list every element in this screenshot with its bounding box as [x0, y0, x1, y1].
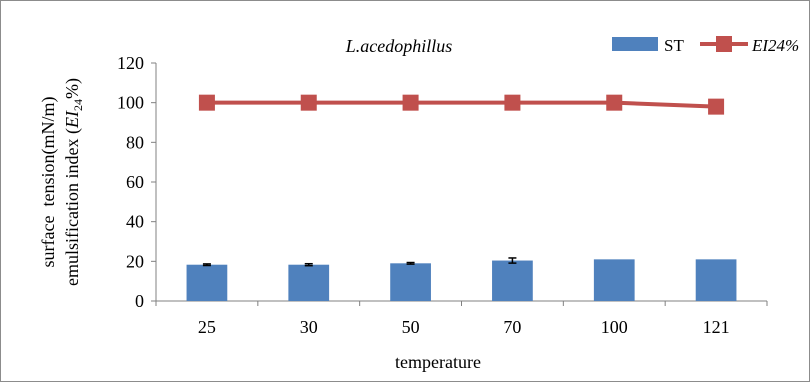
error-bars [202, 257, 517, 267]
x-tick-label: 100 [601, 317, 628, 337]
line-marker-ei24 [606, 94, 623, 111]
y-tick-label: 40 [126, 212, 144, 232]
x-tick-label: 50 [402, 317, 420, 337]
line-marker-ei24 [198, 94, 215, 111]
bar-st [390, 263, 431, 301]
legend-swatch-st [612, 37, 658, 51]
y-tick-label: 60 [126, 172, 144, 192]
y-tick-label: 20 [126, 251, 144, 271]
line-marker-ei24 [504, 94, 521, 111]
line-series [198, 94, 725, 115]
chart-title: L.acedophillus [345, 36, 453, 56]
bar-st [695, 259, 737, 301]
x-tick-label: 70 [503, 317, 521, 337]
line-ei24 [206, 100, 717, 109]
x-axis-label: temperature [395, 352, 481, 372]
bar-st [593, 259, 635, 301]
line-marker-ei24 [708, 98, 725, 115]
bar-st [492, 260, 533, 301]
y-ticks: 0 20 40 60 80 100 120 [117, 53, 156, 311]
bar-series [186, 259, 737, 301]
bar-st [288, 264, 330, 301]
x-tick-label: 121 [703, 317, 730, 337]
bar-st [186, 264, 228, 301]
y-axis-label-line1: surface tension(mN/m) [38, 97, 59, 268]
legend-label-ei24: EI24% [751, 36, 799, 55]
y-axis-label-line2: emulsification index (EI24%) [62, 78, 85, 286]
y-tick-label: 120 [117, 53, 144, 73]
y-tick-label: 80 [126, 132, 144, 152]
x-tick-label: 30 [300, 317, 318, 337]
legend: ST EI24% [612, 36, 799, 55]
y-axis-label: surface tension(mN/m) emulsification ind… [38, 78, 85, 286]
x-ticks: 25 30 50 70 100 121 [155, 301, 768, 337]
line-marker-ei24 [300, 94, 317, 111]
line-marker-ei24 [402, 94, 419, 111]
y-tick-label: 100 [117, 93, 144, 113]
legend-label-st: ST [664, 36, 684, 55]
legend-marker-ei24 [716, 36, 732, 52]
y-tick-label: 0 [135, 291, 144, 311]
x-tick-label: 25 [198, 317, 216, 337]
